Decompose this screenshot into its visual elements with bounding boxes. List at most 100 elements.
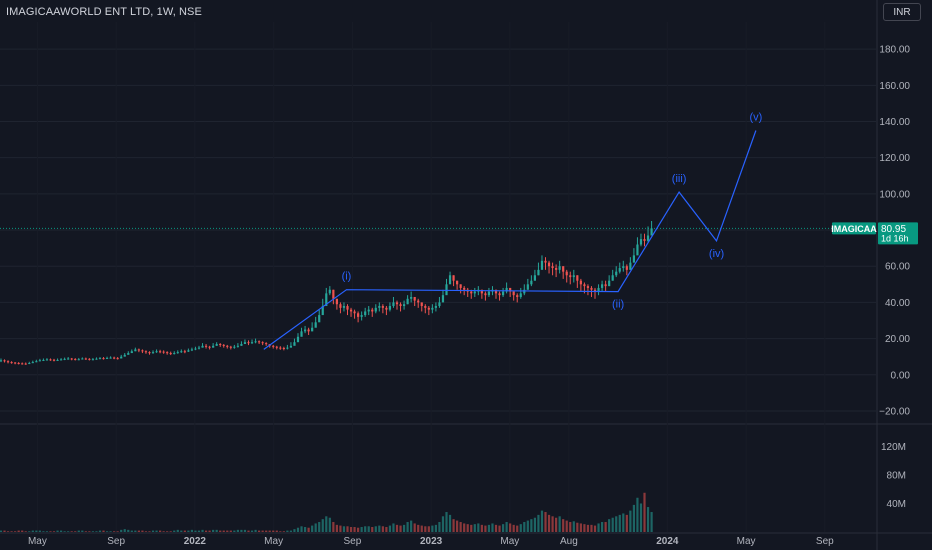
candle-body <box>498 293 501 296</box>
candle-body <box>650 228 653 236</box>
wave-label[interactable]: (iii) <box>672 173 687 185</box>
wave-label[interactable]: (v) <box>750 112 763 124</box>
candle-body <box>265 343 268 345</box>
candle-body <box>137 349 140 351</box>
time-tick-label: May <box>28 536 47 547</box>
volume-bar <box>187 530 190 532</box>
candle-body <box>360 315 363 317</box>
candle-body <box>155 351 158 353</box>
volume-bar <box>487 524 491 532</box>
volume-bar <box>233 530 236 532</box>
volume-bar <box>512 524 515 532</box>
volume-bar <box>229 530 232 532</box>
volume-bar <box>385 527 388 532</box>
volume-bar <box>427 526 430 532</box>
volume-bar <box>484 525 487 532</box>
last-price-value: 80.95 <box>881 224 906 235</box>
candle-body <box>424 306 427 308</box>
candle-body <box>484 293 487 296</box>
candle-body <box>597 287 600 292</box>
candle-body <box>169 353 172 355</box>
volume-bar <box>392 523 395 532</box>
volume-bar <box>374 526 377 532</box>
volume-bar <box>56 530 59 532</box>
volume-bar <box>77 530 80 532</box>
candle-body <box>42 359 45 361</box>
candle-body <box>410 296 413 299</box>
volume-bar <box>402 524 406 532</box>
volume-bar <box>300 526 303 532</box>
volume-bar <box>371 527 374 532</box>
candle-body <box>332 289 335 299</box>
volume-bar <box>540 510 544 532</box>
volume-bar <box>254 529 257 532</box>
volume-bar <box>360 527 363 532</box>
volume-bar <box>558 516 561 532</box>
volume-bar <box>38 530 41 532</box>
candle-body <box>321 306 324 316</box>
volume-tick-label: 40M <box>887 499 906 510</box>
volume-bar <box>219 530 222 532</box>
volume-bar <box>120 529 123 532</box>
price-tick-label: 160.00 <box>879 81 910 92</box>
candle-body <box>162 351 165 353</box>
volume-bar <box>448 514 452 532</box>
chart-title: IMAGICAAWORLD ENT LTD, 1W, NSE <box>6 6 202 18</box>
volume-bar <box>470 524 473 532</box>
candle-body <box>102 358 105 360</box>
candle-body <box>639 239 643 245</box>
candle-body <box>353 311 356 314</box>
candle-body <box>236 345 239 347</box>
candle-body <box>392 302 395 307</box>
wave-label[interactable]: (iv) <box>709 248 724 260</box>
candle-body <box>158 351 162 353</box>
volume-bar <box>158 530 162 532</box>
candle-body <box>342 306 346 308</box>
volume-bar <box>367 526 370 532</box>
candle-body <box>148 352 151 354</box>
volume-bar <box>201 529 204 532</box>
candle-body <box>254 341 257 343</box>
volume-bar <box>434 524 437 532</box>
currency-selector[interactable]: INR <box>883 3 921 21</box>
candle-body <box>558 266 561 270</box>
volume-bar <box>438 522 441 532</box>
time-tick-label: 2024 <box>656 536 679 547</box>
candle-body <box>600 284 604 288</box>
candle-body <box>197 347 201 349</box>
volume-bar <box>42 531 45 532</box>
volume-bar <box>417 524 420 532</box>
wave-label[interactable]: (ii) <box>612 299 624 311</box>
volume-bar <box>565 520 568 532</box>
candle-body <box>512 291 515 296</box>
volume-bar <box>102 530 105 532</box>
candle-body <box>187 350 190 352</box>
wave-label[interactable]: (i) <box>342 271 352 283</box>
volume-bar <box>424 526 427 532</box>
volume-bar <box>10 531 13 532</box>
candle-body <box>452 275 455 281</box>
wave-path[interactable] <box>263 130 757 350</box>
candle-body <box>456 280 459 285</box>
volume-bar <box>586 524 590 532</box>
elliott-wave-drawing[interactable]: (i) (ii) (iii) (iv) (v) <box>263 112 763 350</box>
volume-bar <box>395 524 399 532</box>
volume-bar <box>222 530 225 532</box>
volume-bar <box>208 530 211 532</box>
volume-bar <box>636 497 639 532</box>
candle-body <box>357 313 360 317</box>
volume-bar <box>456 520 459 532</box>
volume-bar <box>547 514 551 532</box>
volume-bar <box>349 527 353 532</box>
candle-body <box>250 342 254 344</box>
volume-bar <box>70 531 73 532</box>
volume-bar <box>346 526 349 532</box>
price-tick-label: 120.00 <box>879 153 910 164</box>
volume-bar <box>31 530 34 532</box>
candle-body <box>105 357 109 359</box>
volume-bar <box>105 531 109 532</box>
volume-bar <box>321 519 324 532</box>
